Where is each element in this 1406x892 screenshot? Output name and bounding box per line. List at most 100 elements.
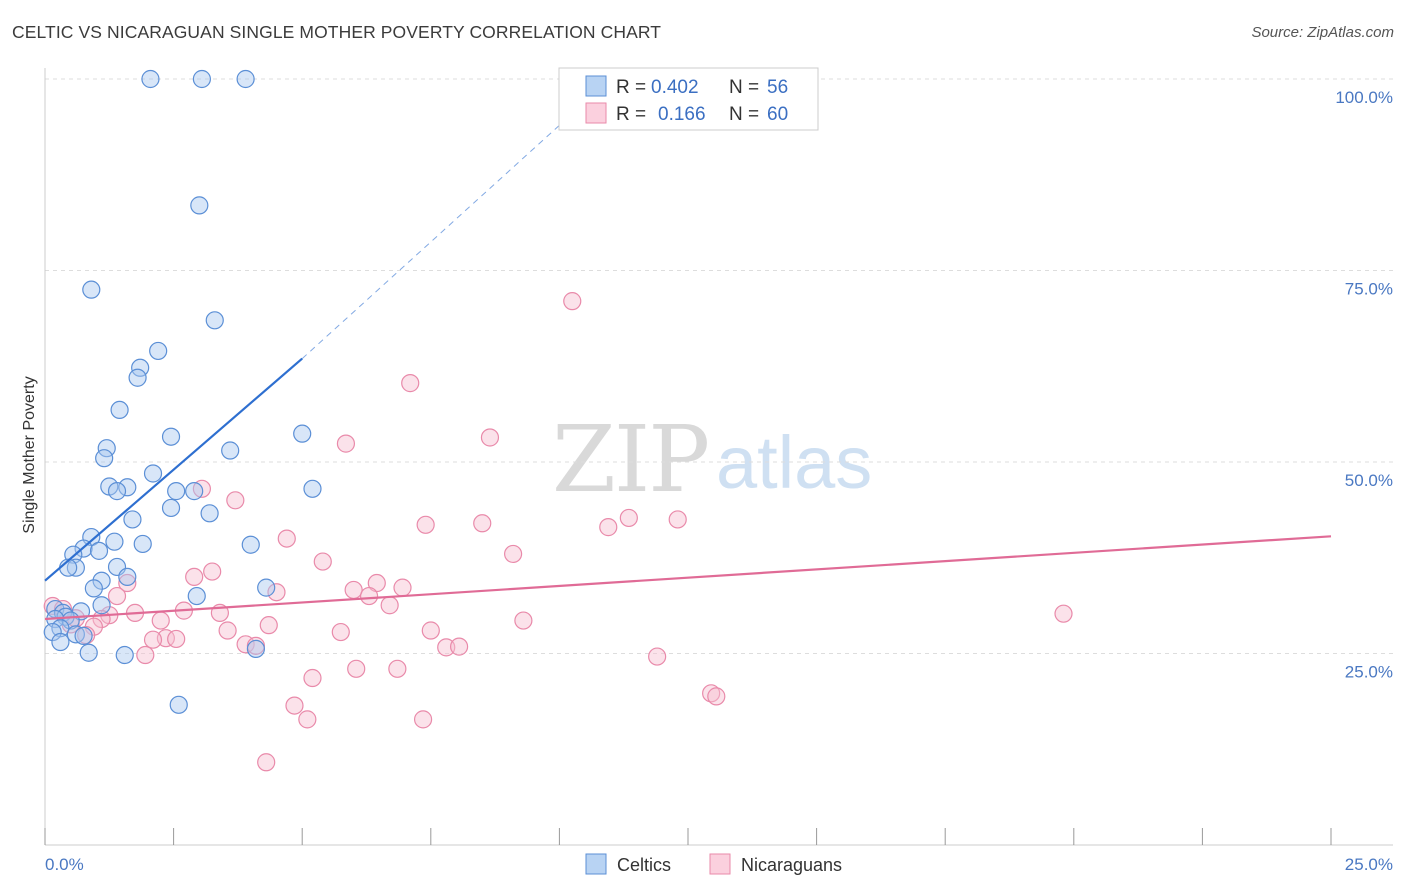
celtics-point xyxy=(236,69,255,89)
celtics-point xyxy=(115,645,134,665)
nicaraguans-point xyxy=(449,637,469,656)
y-tick-label-2: 75.0% xyxy=(1345,280,1393,299)
nicaraguans-point xyxy=(151,611,170,630)
celtics-point xyxy=(110,400,129,420)
x-tick-label-0: 0.0% xyxy=(45,855,84,874)
nicaraguans-point xyxy=(313,552,332,571)
bottom-legend-swatch-nicaraguans xyxy=(709,853,731,875)
nicaraguans-point xyxy=(185,567,204,587)
nicaraguans-point xyxy=(303,668,322,688)
y-axis-title: Single Mother Poverty xyxy=(21,376,38,533)
watermark-zip: ZIP xyxy=(552,406,708,513)
celtics-point xyxy=(95,449,114,468)
nicaraguans-point xyxy=(514,611,533,630)
celtics-point xyxy=(89,541,109,560)
celtics-point xyxy=(293,424,312,443)
celtics-point xyxy=(149,341,168,361)
celtics-point xyxy=(205,311,224,330)
legend-swatch-celtics xyxy=(585,75,607,97)
nicaraguans-point xyxy=(388,659,407,678)
celtics-point xyxy=(84,579,103,598)
legend-r-value-nicaraguans: 0.166 xyxy=(658,104,706,125)
bottom-legend-nicaraguans: Nicaraguans xyxy=(741,855,842,875)
celtics-point xyxy=(185,482,204,501)
nicaraguans-point xyxy=(563,292,582,311)
nicaraguans-point xyxy=(331,622,350,642)
nicaraguans-point xyxy=(267,583,286,602)
celtics-trend-extension xyxy=(301,101,586,359)
celtics-point xyxy=(257,578,276,597)
celtics-point xyxy=(51,632,70,652)
nicaraguans-point xyxy=(648,647,667,666)
nicaraguans-point xyxy=(203,562,222,581)
nicaraguans-point xyxy=(359,586,379,606)
legend: R = 0.402 N = 56 R = 0.166 N = 60 xyxy=(558,67,819,131)
nicaraguans-point xyxy=(347,659,366,678)
nicaraguans-point xyxy=(416,515,435,534)
celtics-point xyxy=(123,510,142,529)
nicaraguans-point xyxy=(167,629,186,649)
nicaraguans-point xyxy=(218,621,237,640)
watermark: ZIP atlas xyxy=(552,406,872,513)
nicaraguans-point xyxy=(285,696,304,715)
legend-r-value-celtics: 0.402 xyxy=(651,77,699,98)
celtics-point xyxy=(118,567,137,587)
nicaraguans-point xyxy=(143,630,163,649)
celtics-point xyxy=(92,596,111,615)
nicaraguans-point xyxy=(298,710,317,729)
celtics-point xyxy=(303,479,322,498)
legend-swatch-nicaraguans xyxy=(585,102,607,124)
celtics-point xyxy=(246,639,266,659)
legend-r-label-celtics: R = xyxy=(616,77,646,98)
y-tick-label-3: 100.0% xyxy=(1335,88,1393,107)
nicaraguans-point xyxy=(344,580,363,600)
celtics-point xyxy=(79,643,98,662)
celtics-point xyxy=(82,280,101,299)
celtics-point xyxy=(105,532,124,551)
nicaraguans-point xyxy=(277,529,296,548)
bottom-legend-swatch-celtics xyxy=(585,853,607,875)
series-nicaraguans xyxy=(43,292,1073,772)
celtics-point xyxy=(107,482,127,501)
celtics-point xyxy=(187,586,206,606)
celtics-point xyxy=(221,441,240,460)
legend-n-value-celtics: 56 xyxy=(767,77,788,98)
nicaraguans-trend-line xyxy=(44,535,1332,621)
nicaraguans-point xyxy=(707,687,726,706)
nicaraguans-point xyxy=(619,508,638,528)
x-tick-label-1: 25.0% xyxy=(1345,855,1393,874)
celtics-point xyxy=(74,626,93,645)
nicaraguans-point xyxy=(702,684,721,703)
nicaraguans-point xyxy=(226,491,245,510)
nicaraguans-point xyxy=(401,374,420,393)
nicaraguans-point xyxy=(259,616,278,635)
nicaraguans-point xyxy=(107,586,127,606)
celtics-point xyxy=(192,69,211,89)
celtics-point xyxy=(118,478,137,497)
nicaraguans-point xyxy=(336,434,356,453)
nicaraguans-point xyxy=(393,578,412,597)
nicaraguans-point xyxy=(421,621,440,640)
axes xyxy=(44,68,1393,846)
celtics-point xyxy=(241,535,260,554)
nicaraguans-point xyxy=(1054,604,1073,623)
legend-n-label-nicaraguans: N = xyxy=(729,104,759,125)
source-credit: Source: ZipAtlas.com xyxy=(1251,24,1394,41)
series-celtics xyxy=(43,69,322,714)
nicaraguans-point xyxy=(504,544,523,564)
nicaraguans-point xyxy=(473,514,492,533)
y-tick-label-1: 50.0% xyxy=(1345,471,1393,490)
tick-labels: 25.0% 50.0% 75.0% 100.0% 0.0% 25.0% xyxy=(45,88,1393,874)
celtics-point xyxy=(169,695,188,714)
nicaraguans-point xyxy=(437,638,456,657)
celtics-point xyxy=(141,69,160,89)
bottom-legend-celtics: Celtics xyxy=(617,855,671,875)
nicaraguans-point xyxy=(380,596,399,615)
celtics-point xyxy=(66,625,85,644)
celtics-trend-line xyxy=(44,357,303,582)
legend-r-label-nicaraguans: R = xyxy=(616,104,646,125)
bottom-legend: Celtics Nicaraguans xyxy=(585,853,842,875)
nicaraguans-point xyxy=(480,428,500,447)
legend-n-label-celtics: N = xyxy=(729,77,759,98)
